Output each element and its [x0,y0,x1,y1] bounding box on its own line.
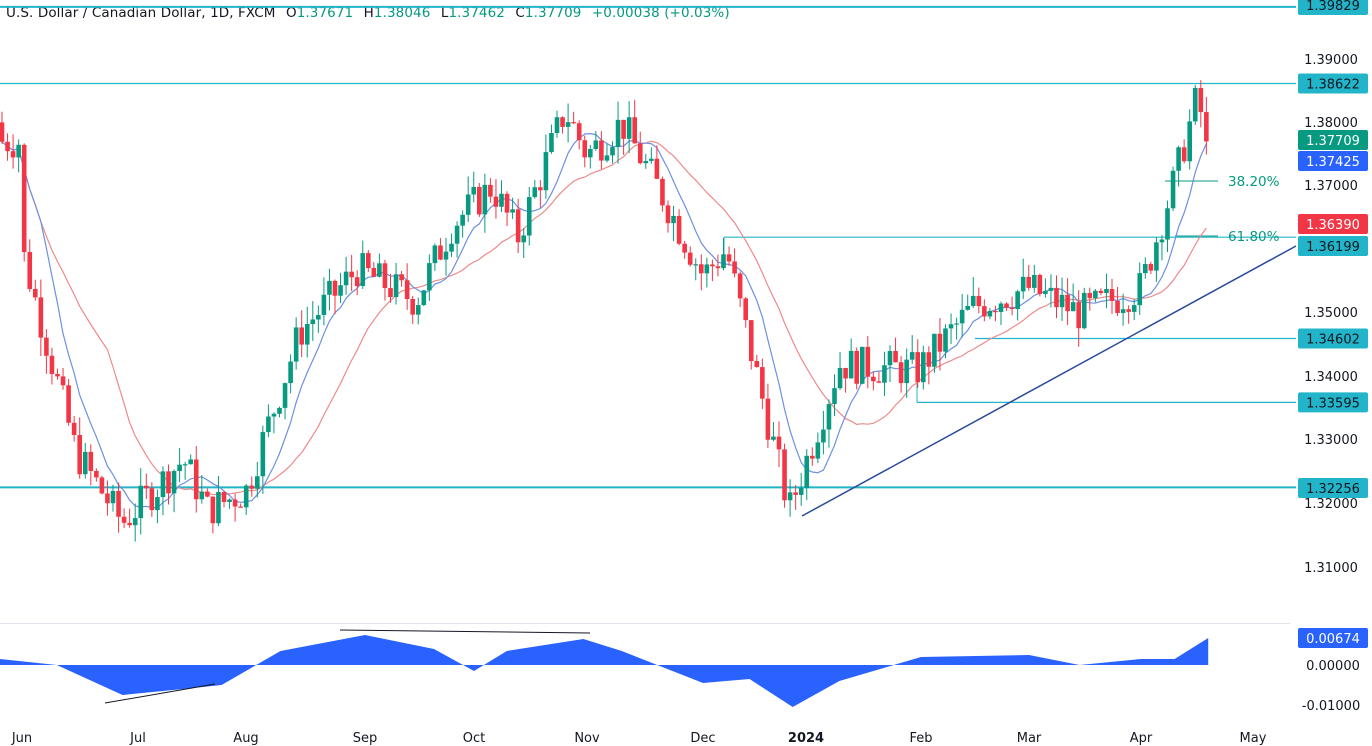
svg-text:1.36199: 1.36199 [1306,240,1360,255]
price-label-level-1-39829: 1.39829 [1298,0,1368,15]
horizontal-levels[interactable] [0,5,1296,489]
price-label-level-1-36199: 1.36199 [1298,236,1368,256]
osc-current-value: 0.00674 [1306,632,1360,647]
time-label-apr: Apr [1130,731,1153,746]
symbol-title: U.S. Dollar / Canadian Dollar, 1D, FXCM [6,5,276,21]
high-label: H [363,5,374,21]
oscillator-axis[interactable]: 0.00674 0.00000 -0.01000 [1298,628,1368,714]
open-value: 1.37671 [296,5,354,21]
ma-slow-line [1,140,1207,496]
trendline[interactable] [801,245,1297,517]
price-axis[interactable]: 1.39000 1.38000 1.37000 1.35000 1.34000 … [1298,0,1368,576]
price-tick: 1.39000 [1304,53,1358,68]
bearish-divergence-line [339,629,591,634]
osc-current-label-bg [1298,628,1368,648]
chart-header: U.S. Dollar / Canadian Dollar, 1D, FXCM … [6,5,730,21]
svg-text:1.34602: 1.34602 [1306,332,1360,347]
time-label-may: May [1240,731,1267,746]
time-label-jul: Jul [129,731,146,746]
time-label-aug: Aug [233,731,258,746]
low-value: 1.37462 [448,5,505,21]
time-label-nov: Nov [574,731,600,746]
price-tick: 1.31000 [1304,561,1358,576]
price-tick: 1.38000 [1304,116,1358,131]
price-tick: 1.37000 [1304,179,1358,194]
osc-tick-zero: 0.00000 [1306,659,1360,674]
svg-text:1.36390: 1.36390 [1306,218,1360,233]
time-label-oct: Oct [463,731,485,746]
change-value: +0.00038 (+0.03%) [591,5,730,21]
price-tick: 1.34000 [1304,370,1358,385]
high-value: 1.38046 [373,5,431,21]
price-tick: 1.33000 [1304,433,1358,448]
price-label-level-1-38622: 1.38622 [1298,73,1368,94]
time-label-2024: 2024 [788,731,824,746]
close-label: C [515,5,525,21]
price-label-level-1-34602: 1.34602 [1298,328,1368,349]
svg-text:1.37709: 1.37709 [1306,134,1360,149]
time-label-feb: Feb [909,731,932,746]
oscillator-pane[interactable] [0,629,1209,707]
oscillator-area [0,635,1209,707]
ma-fast-line [1,132,1207,509]
price-label-ma-slow-value: 1.36390 [1298,214,1368,234]
price-label-level-1-33595: 1.33595 [1298,392,1368,413]
svg-text:1.37425: 1.37425 [1306,155,1360,170]
time-label-sep: Sep [353,731,378,746]
time-label-mar: Mar [1017,731,1042,746]
price-tick: 1.35000 [1304,306,1358,321]
time-axis[interactable]: Jun Jul Aug Sep Oct Nov Dec 2024 Feb Mar… [11,731,1267,746]
low-label: L [440,5,449,21]
time-label-jun: Jun [11,731,32,746]
svg-text:1.33595: 1.33595 [1306,396,1360,411]
fibonacci-retracement[interactable]: 38.20% 61.80% [1165,174,1280,245]
fib-618-label: 61.80% [1228,229,1280,245]
open-label: O [285,5,297,21]
price-label-close-price: 1.37709 [1298,130,1368,150]
close-value: 1.37709 [524,5,582,21]
svg-text:1.38622: 1.38622 [1306,77,1360,92]
candlesticks [0,80,1209,542]
svg-text:1.39829: 1.39829 [1306,0,1360,14]
price-label-level-1-32256: 1.32256 [1298,478,1368,498]
price-label-ma-fast-value: 1.37425 [1298,151,1368,171]
price-tick: 1.32000 [1304,497,1358,512]
fib-382-label: 38.20% [1228,174,1280,190]
osc-tick-neg: -0.01000 [1302,699,1360,714]
bullish-divergence-line [104,683,216,704]
svg-text:1.32256: 1.32256 [1306,482,1360,497]
time-label-dec: Dec [690,731,715,746]
